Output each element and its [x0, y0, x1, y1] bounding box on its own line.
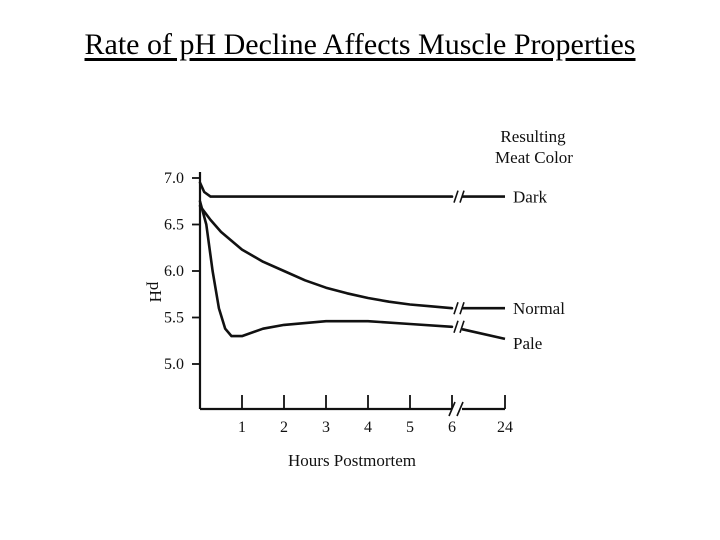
- legend-title-line1: Resulting: [500, 127, 566, 146]
- series-line-dark: [198, 181, 454, 198]
- series-label-dark: Dark: [513, 188, 547, 207]
- y-tick-label: 5.5: [164, 310, 184, 327]
- x-tick-label: 2: [280, 419, 288, 436]
- series-break-mark: [453, 320, 465, 334]
- x-tick-label: 24: [497, 419, 513, 436]
- x-tick-label: 6: [448, 419, 456, 436]
- x-tick-label: 5: [406, 419, 414, 436]
- chart-series: [198, 181, 506, 341]
- series-label-pale: Pale: [513, 334, 542, 353]
- x-tick-label: 1: [238, 419, 246, 436]
- x-axis-label: Hours Postmortem: [288, 451, 416, 470]
- x-axis-ticks: 1 2 3 4 5 6 24: [238, 395, 513, 436]
- x-tick-label: 3: [322, 419, 330, 436]
- chart-labels: Dark Normal Pale: [513, 188, 565, 353]
- y-tick-label: 7.0: [164, 170, 184, 187]
- series-line-normal: [198, 204, 454, 310]
- y-tick-label: 6.5: [164, 217, 184, 234]
- series-label-normal: Normal: [513, 299, 565, 318]
- legend-title-line2: Meat Color: [495, 148, 573, 167]
- series-line-after-break-pale: [461, 327, 506, 341]
- y-tick-label: 6.0: [164, 263, 184, 280]
- series-break-mark: [453, 301, 465, 315]
- y-tick-label: 5.0: [164, 356, 184, 373]
- series-break-mark: [453, 190, 465, 203]
- x-tick-label: 4: [364, 419, 372, 436]
- y-axis-label: pH: [146, 282, 165, 303]
- series-line-pale: [198, 200, 454, 338]
- y-axis-ticks: 7.0 6.5 6.0 5.5 5.0: [164, 170, 200, 373]
- slide-title: Rate of pH Decline Affects Muscle Proper…: [84, 28, 636, 61]
